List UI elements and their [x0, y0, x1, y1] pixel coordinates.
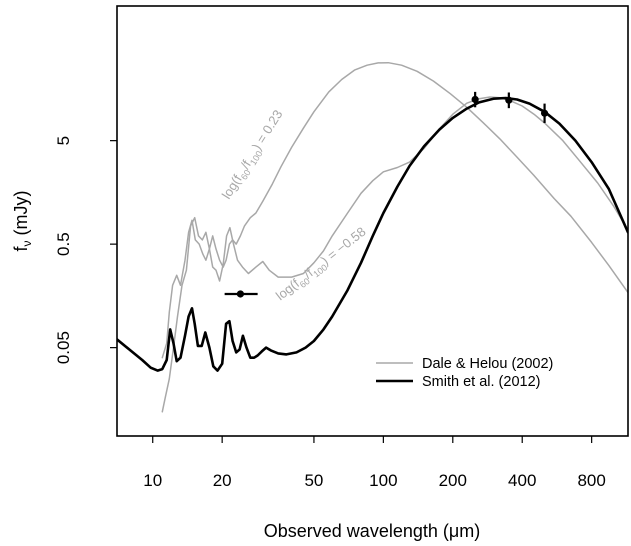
data-point [471, 95, 479, 104]
data-point [540, 109, 549, 117]
x-tick-label: 10 [143, 471, 162, 490]
x-tick-label: 20 [213, 471, 232, 490]
y-axis-title: fν (mJy) [11, 191, 34, 252]
y-tick-label: 5 [54, 136, 73, 145]
y-tick-label: 0.05 [54, 331, 73, 364]
data-point [236, 290, 245, 298]
x-axis-title: Observed wavelength (μm) [264, 521, 480, 541]
series-line-dale-high [161, 61, 628, 359]
plot-frame [116, 5, 629, 437]
y-tick-label: 0.5 [54, 232, 73, 256]
x-axis: 10 20 50 100 200 400 800 [143, 436, 606, 490]
series-line-dale-low [161, 96, 628, 413]
data-points [224, 91, 549, 298]
x-tick-label: 200 [439, 471, 467, 490]
x-tick-label: 400 [508, 471, 536, 490]
x-tick-label: 100 [369, 471, 397, 490]
curve-annotation: log(f60/f100) = 0.23 [219, 107, 288, 203]
x-tick-label: 800 [577, 471, 605, 490]
y-axis: 0.05 0.5 5 [54, 136, 117, 364]
legend-label-dale-helou: Dale & Helou (2002) [422, 356, 553, 372]
curve-annotation: log(f60/f100) = −0.58 [273, 224, 370, 306]
legend: Dale & Helou (2002) Smith et al. (2012) [376, 356, 553, 390]
legend-label-smith: Smith et al. (2012) [422, 374, 540, 390]
x-tick-label: 50 [304, 471, 323, 490]
data-point [505, 96, 513, 104]
